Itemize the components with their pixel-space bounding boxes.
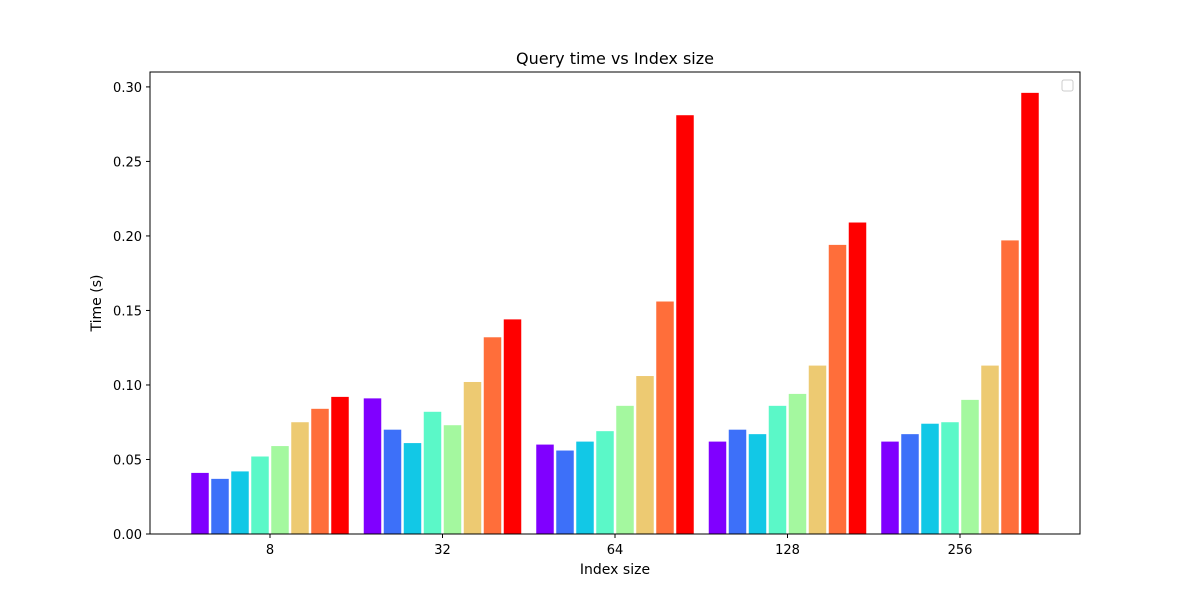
x-axis-label: Index size <box>580 562 650 578</box>
bar-series-4-32 <box>423 411 442 534</box>
bar-series-1-8 <box>191 472 209 534</box>
bar-series-8-8 <box>331 396 349 534</box>
bar-series-5-32 <box>443 425 462 534</box>
bar-series-4-256 <box>941 422 959 534</box>
bar-series-6-32 <box>463 381 482 534</box>
y-axis-label: Time (s) <box>89 275 105 333</box>
x-tick-label: 256 <box>948 543 973 558</box>
bar-series-2-8 <box>211 478 229 534</box>
bar-series-3-128 <box>748 434 767 534</box>
x-tick-label: 32 <box>434 543 451 558</box>
bar-series-3-8 <box>231 471 249 534</box>
y-tick-label: 0.30 <box>113 81 142 96</box>
y-tick-label: 0.10 <box>113 379 142 394</box>
legend-box <box>1061 79 1074 92</box>
bar-series-2-32 <box>383 429 402 534</box>
x-tick-label: 8 <box>266 543 274 558</box>
y-tick-label: 0.05 <box>113 453 142 468</box>
bar-series-6-64 <box>636 376 654 534</box>
bar-series-1-32 <box>363 398 382 534</box>
bar-series-1-64 <box>536 444 554 534</box>
x-tick-label: 64 <box>607 543 624 558</box>
bars-group <box>191 92 1039 535</box>
bar-series-6-256 <box>981 365 999 534</box>
bar-series-7-128 <box>828 244 847 534</box>
plot-frame <box>149 71 1081 535</box>
y-tick-label: 0.00 <box>113 528 142 543</box>
bar-series-3-64 <box>576 441 594 534</box>
bar-series-6-128 <box>808 365 827 534</box>
y-tick-label: 0.25 <box>113 155 142 170</box>
bar-series-7-64 <box>656 301 674 534</box>
bar-series-8-128 <box>848 222 867 534</box>
y-tick-label: 0.20 <box>113 230 142 245</box>
bar-series-1-128 <box>708 441 727 534</box>
bar-series-4-128 <box>768 405 787 534</box>
bar-series-7-256 <box>1001 240 1019 534</box>
bar-series-4-8 <box>251 456 269 534</box>
y-axis-ticks: 0.00 0.05 0.10 0.15 0.20 0.25 0.30 <box>113 81 150 543</box>
x-axis-ticks: 8 32 64 128 256 <box>266 534 973 558</box>
bar-series-5-8 <box>271 446 289 534</box>
bar-series-8-256 <box>1021 92 1039 535</box>
bar-series-6-8 <box>291 422 309 534</box>
bar-series-3-256 <box>921 423 939 534</box>
bar-series-5-128 <box>788 393 807 534</box>
bar-series-2-128 <box>728 429 747 534</box>
bar-series-5-256 <box>961 399 979 534</box>
bar-series-1-256 <box>881 441 899 534</box>
bar-series-2-64 <box>556 450 574 534</box>
x-tick-label: 128 <box>775 543 800 558</box>
y-tick-label: 0.15 <box>113 304 142 319</box>
bar-series-8-64 <box>676 115 694 534</box>
bar-series-5-64 <box>616 405 634 534</box>
bar-series-7-32 <box>483 337 502 534</box>
bar-series-4-64 <box>596 431 614 534</box>
bar-series-8-32 <box>503 319 522 534</box>
chart-title: Query time vs Index size <box>516 49 714 68</box>
bar-series-7-8 <box>311 408 329 534</box>
bar-series-3-32 <box>403 443 422 534</box>
bar-series-2-256 <box>901 434 919 534</box>
